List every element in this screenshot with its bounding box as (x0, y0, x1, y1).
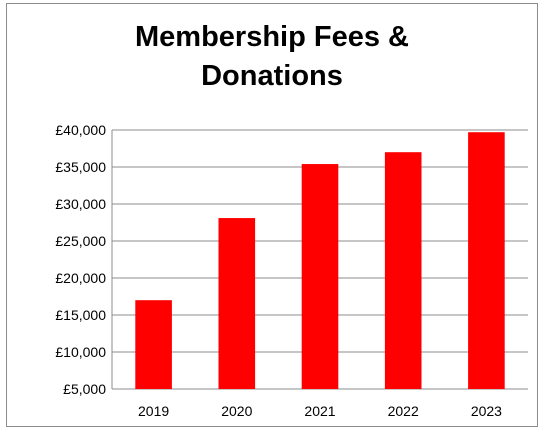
x-tick-label: 2022 (388, 403, 419, 419)
x-tick-label: 2020 (221, 403, 252, 419)
bar-2021 (301, 164, 339, 389)
bar-2019 (135, 300, 172, 389)
bar-2022 (384, 152, 422, 389)
y-tick-label: £20,000 (55, 270, 106, 286)
y-tick-label: £40,000 (55, 122, 106, 138)
y-tick-label: £10,000 (55, 344, 106, 360)
chart-title-line-1: Membership Fees & (135, 21, 409, 53)
y-tick-label: £5,000 (63, 381, 106, 397)
chart-title-line-2: Donations (201, 60, 343, 92)
x-tick-label: 2023 (471, 403, 502, 419)
bar-2023 (468, 132, 505, 389)
x-tick-label: 2019 (138, 403, 169, 419)
chart-frame: Membership Fees & Donations (6, 3, 538, 427)
chart-title: Membership Fees & Donations (7, 18, 537, 96)
y-tick-label: £35,000 (55, 159, 106, 175)
y-tick-label: £25,000 (55, 233, 106, 249)
y-tick-label: £30,000 (55, 196, 106, 212)
y-tick-label: £15,000 (55, 307, 106, 323)
bar-2020 (218, 218, 256, 389)
x-tick-label: 2021 (304, 403, 335, 419)
